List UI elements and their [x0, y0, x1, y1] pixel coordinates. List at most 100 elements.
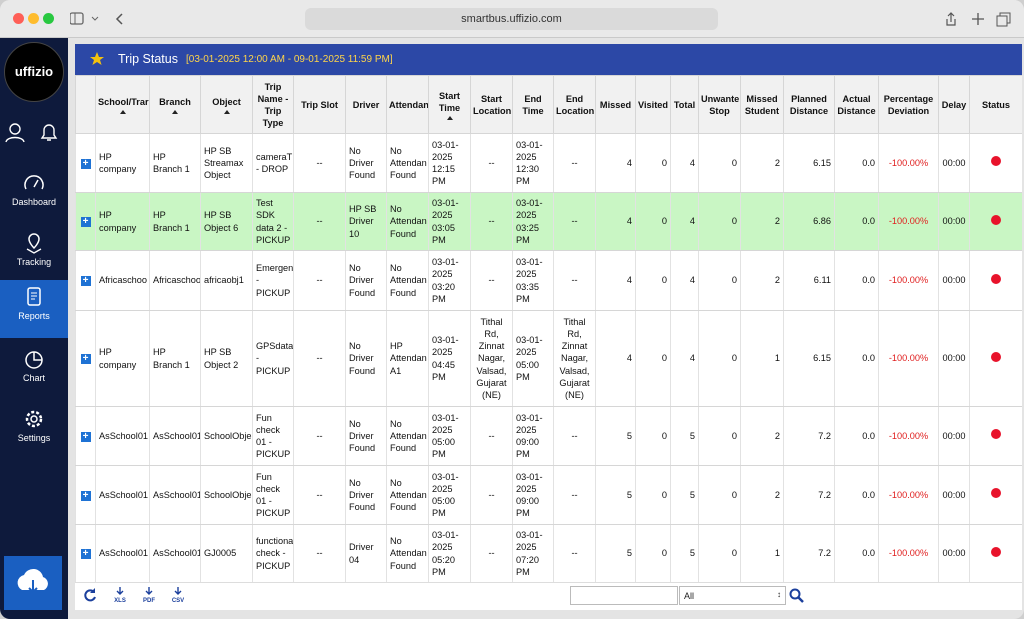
nav-item[interactable]: Settings	[0, 402, 68, 460]
zoom-button[interactable]	[43, 13, 54, 24]
table-cell: 0	[698, 133, 741, 193]
expand-button[interactable]: +	[80, 549, 91, 560]
nav-label: Reports	[18, 311, 50, 321]
table-cell: 5	[595, 524, 636, 582]
table-cell: HP Branch 1	[149, 133, 201, 193]
table-cell: No Attendan Found	[386, 250, 429, 311]
panel-footer: XLS PDF CSV All ↕	[75, 582, 1022, 610]
table-cell: --	[293, 406, 346, 466]
header-cell[interactable]: School/Trar	[95, 75, 150, 134]
nav-item[interactable]: Chart	[0, 342, 68, 400]
table-cell: Africaschoo	[95, 250, 150, 311]
sort-arrow	[119, 109, 126, 114]
expand-button[interactable]: +	[80, 354, 91, 365]
header-label: Status	[981, 99, 1011, 110]
table-cell: functiona check - PICKUP	[252, 524, 294, 582]
header-label: Planned Distance	[789, 93, 829, 116]
table-cell: 7.2	[783, 406, 835, 466]
nav-item[interactable]: Reports	[0, 280, 68, 338]
favorite-star[interactable]	[90, 52, 104, 66]
table-cell: 5	[670, 465, 699, 525]
logo[interactable]: uffizio	[4, 42, 64, 102]
table-cell: cameraT - DROP	[252, 133, 294, 193]
minimize-button[interactable]	[28, 13, 39, 24]
table-cell: 2	[740, 133, 784, 193]
table-cell: --	[553, 524, 596, 582]
table-row: + Africaschoo Africaschoo africaobj1 Emergen…	[75, 250, 1022, 311]
user-icons[interactable]	[4, 122, 64, 144]
header-cell: Start Location	[470, 75, 513, 134]
table-cell: Tithal Rd, Zinnat Nagar, Valsad, Gujarat…	[470, 310, 513, 407]
export-button[interactable]: XLS	[110, 587, 130, 604]
header-cell: End Location	[553, 75, 596, 134]
table-cell: 0	[635, 310, 671, 407]
table-cell: AsSchool01	[149, 524, 201, 582]
expand-button[interactable]: +	[80, 158, 91, 169]
table-cell: 0	[635, 250, 671, 311]
expand-button[interactable]: +	[80, 431, 91, 442]
table-cell: 0	[698, 524, 741, 582]
table-cell: Tithal Rd, Zinnat Nagar, Valsad, Gujarat…	[553, 310, 596, 407]
table-cell: 0	[698, 192, 741, 251]
nav-item[interactable]: Tracking	[0, 226, 68, 284]
header-cell: End Time	[512, 75, 554, 134]
header-label: Delay	[941, 99, 967, 110]
table-cell: GPSdata - PICKUP	[252, 310, 294, 407]
export-button[interactable]: CSV	[168, 587, 188, 604]
nav-icon	[27, 287, 41, 306]
expand-button[interactable]: +	[80, 490, 91, 501]
header-cell[interactable]: Object	[200, 75, 253, 134]
download-button[interactable]	[4, 556, 62, 610]
search-button[interactable]	[789, 588, 805, 604]
filter-select[interactable]: All ↕	[679, 586, 786, 605]
table-cell: HP Branch 1	[149, 310, 201, 407]
expand-button[interactable]: +	[80, 217, 91, 228]
expand-button[interactable]: +	[80, 276, 91, 287]
export-label: XLS	[114, 598, 126, 604]
address-bar[interactable]: smartbus.uffizio.com	[305, 8, 718, 30]
table-cell: HP company	[95, 133, 150, 193]
table-cell: HP company	[95, 192, 150, 251]
expand-cell: +	[75, 133, 96, 193]
export-icon	[174, 587, 182, 595]
table-cell: 03-01-2025 03:05 PM	[428, 192, 471, 251]
header-cell: Missed Student	[740, 75, 784, 134]
header-cell: Attendan	[386, 75, 429, 134]
table-row: + HP company HP Branch 1 HP SB Object 2 GPSd…	[75, 310, 1022, 407]
date-range: [03-01-2025 12:00 AM - 09-01-2025 11:59 …	[186, 54, 393, 65]
search-input[interactable]	[570, 586, 678, 605]
close-button[interactable]	[13, 13, 24, 24]
status-dot	[991, 351, 1001, 362]
header-cell[interactable]: Branch	[149, 75, 201, 134]
table-cell: 03-01-2025 03:20 PM	[428, 250, 471, 311]
nav-icon	[25, 410, 43, 428]
table-cell: 0.0	[834, 133, 879, 193]
table-cell: --	[470, 250, 513, 311]
table-cell: No Driver Found	[345, 406, 387, 466]
table-cell: 03-01-2025 03:35 PM	[512, 250, 554, 311]
table-cell: 0	[635, 406, 671, 466]
header-label: Branch	[159, 96, 191, 107]
expand-cell: +	[75, 524, 96, 582]
export-button[interactable]: PDF	[139, 587, 159, 604]
table-row: + HP company HP Branch 1 HP SB Object 6 Test…	[75, 192, 1022, 251]
table-cell: 00:00	[938, 465, 970, 525]
table-cell: africaobj1	[200, 250, 253, 311]
table-cell: HP company	[95, 310, 150, 407]
status-dot	[991, 429, 1001, 440]
table-cell: --	[553, 406, 596, 466]
status-cell	[969, 465, 1022, 525]
header-cell: Trip Name - Trip Type	[252, 75, 294, 134]
header-cell[interactable]: Start Time	[428, 75, 471, 134]
table-cell: --	[293, 250, 346, 311]
table-cell: 00:00	[938, 406, 970, 466]
table-cell: 0.0	[834, 310, 879, 407]
refresh-button[interactable]	[83, 588, 97, 602]
header-cell: Percentage Deviation	[878, 75, 939, 134]
table-cell: 2	[740, 192, 784, 251]
nav-item[interactable]: Dashboard	[0, 166, 68, 224]
table-cell: 03-01-2025 12:30 PM	[512, 133, 554, 193]
table-cell: --	[553, 250, 596, 311]
